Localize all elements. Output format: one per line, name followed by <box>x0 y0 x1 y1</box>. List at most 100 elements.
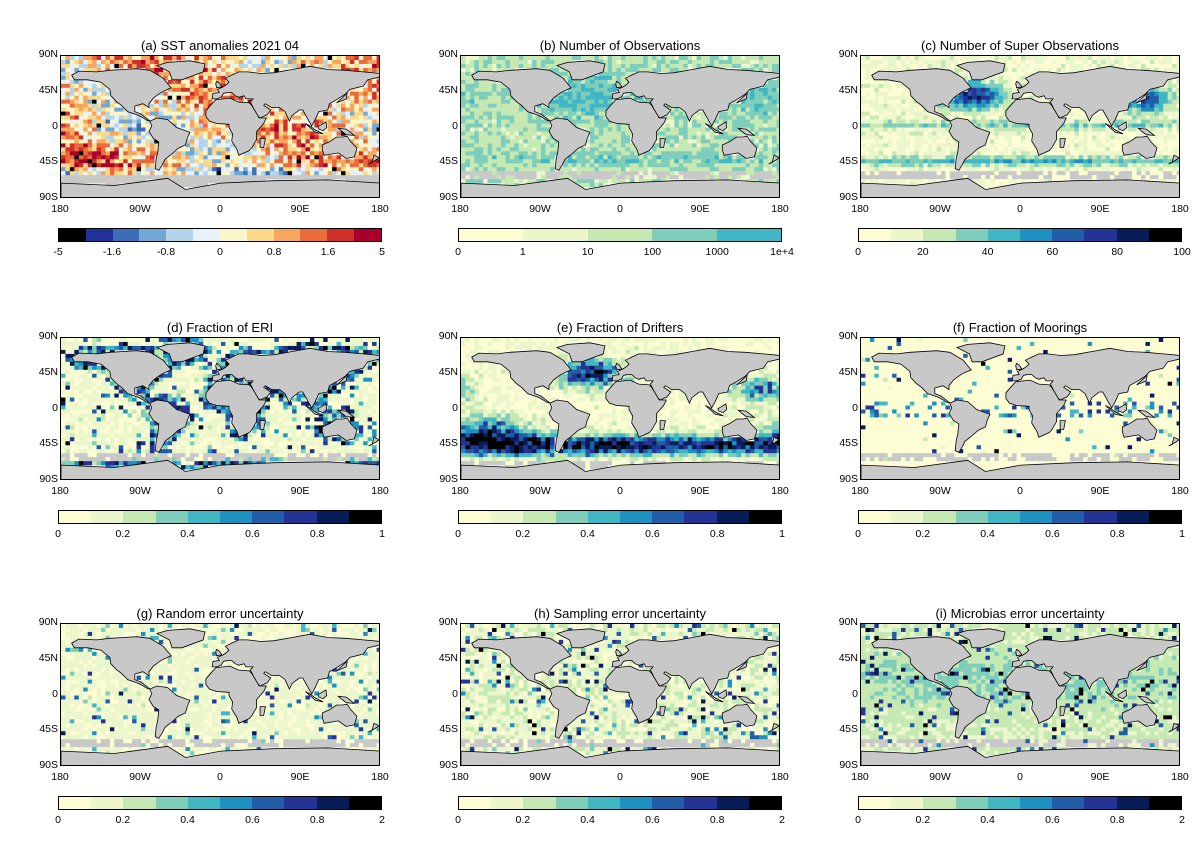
grid-cell <box>234 175 240 180</box>
grid-cell <box>998 143 1004 148</box>
grid-cell <box>869 75 875 81</box>
grid-cell <box>141 119 146 124</box>
grid-cell <box>905 59 911 65</box>
grid-cell <box>967 103 973 108</box>
latitude-tick-label: 45N <box>38 83 58 96</box>
grid-cell <box>496 171 502 176</box>
grid-cell <box>994 111 1000 116</box>
grid-cell <box>514 139 520 144</box>
grid-cell <box>305 119 311 124</box>
grid-cell <box>967 95 973 100</box>
grid-cell <box>758 159 764 164</box>
grid-cell <box>861 71 866 77</box>
colorbar-segment <box>59 229 86 241</box>
grid-cell <box>612 59 617 65</box>
grid-cell <box>594 127 600 132</box>
grid-cell <box>305 171 311 176</box>
grid-cell <box>998 83 1004 89</box>
grid-cell <box>194 91 200 97</box>
grid-cell <box>909 103 915 108</box>
grid-cell <box>861 151 866 156</box>
grid-cell <box>1007 83 1013 89</box>
grid-cell <box>74 131 80 136</box>
grid-cell <box>225 139 231 144</box>
grid-cell <box>758 87 764 93</box>
grid-cell <box>269 167 275 172</box>
grid-cell <box>772 99 777 104</box>
grid-cell <box>949 171 955 176</box>
grid-cell <box>336 163 342 168</box>
grid-cell <box>669 63 675 69</box>
grid-cell <box>461 71 466 77</box>
grid-cell <box>301 111 306 116</box>
grid-cell <box>1123 171 1128 176</box>
grid-cell <box>474 63 480 69</box>
grid-cell <box>194 83 200 89</box>
grid-cell <box>274 63 280 69</box>
grid-cell <box>301 147 306 152</box>
grid-cell <box>652 143 657 148</box>
grid-cell <box>367 99 373 104</box>
grid-cell <box>483 123 488 128</box>
grid-cell <box>465 67 471 73</box>
grid-cell <box>736 175 742 180</box>
grid-cell <box>65 171 71 176</box>
grid-cell <box>229 151 235 156</box>
grid-cell <box>878 79 884 85</box>
grid-cell <box>861 127 866 132</box>
grid-cell <box>963 171 968 176</box>
grid-cell <box>305 155 311 160</box>
grid-cell <box>109 167 115 172</box>
grid-cell <box>678 107 684 112</box>
grid-cell <box>1069 56 1075 61</box>
grid-cell <box>536 143 542 148</box>
grid-cell <box>274 67 280 73</box>
grid-cell <box>74 83 80 89</box>
grid-cell <box>194 159 200 164</box>
grid-cell <box>1083 135 1088 140</box>
grid-cell <box>687 139 693 144</box>
grid-cell <box>287 63 293 69</box>
grid-cell <box>376 147 379 152</box>
grid-cell <box>523 56 528 61</box>
grid-cell <box>74 135 80 140</box>
grid-cell <box>998 111 1004 116</box>
grid-cell <box>305 175 311 180</box>
grid-cell <box>163 175 168 180</box>
grid-cell <box>1101 59 1106 65</box>
grid-cell <box>763 139 768 144</box>
grid-cell <box>581 183 586 188</box>
grid-cell <box>198 59 204 65</box>
grid-cell <box>598 83 604 89</box>
grid-cell <box>1012 175 1017 180</box>
grid-cell <box>478 163 484 168</box>
grid-cell <box>941 171 946 176</box>
grid-cell <box>203 107 208 112</box>
grid-cell <box>767 103 773 108</box>
grid-cell <box>572 103 577 108</box>
grid-cell <box>589 179 595 184</box>
grid-cell <box>87 131 93 136</box>
grid-cell <box>496 151 502 156</box>
grid-cell <box>314 159 320 164</box>
grid-cell <box>532 115 537 120</box>
grid-cell <box>718 63 724 69</box>
grid-cell <box>1056 59 1062 65</box>
grid-cell <box>994 135 1000 140</box>
grid-cell <box>936 171 942 176</box>
grid-cell <box>496 99 502 104</box>
grid-cell <box>296 111 302 116</box>
grid-cell <box>1074 175 1080 180</box>
grid-cell <box>732 175 737 180</box>
grid-cell <box>61 131 66 136</box>
grid-cell <box>136 171 142 176</box>
grid-cell <box>901 155 906 160</box>
grid-cell <box>212 127 217 132</box>
grid-cell <box>283 175 288 180</box>
grid-cell <box>221 79 226 85</box>
landmass <box>548 117 591 171</box>
grid-cell <box>261 67 266 73</box>
grid-cell <box>1021 56 1026 61</box>
grid-cell <box>376 175 379 180</box>
grid-cell <box>256 143 262 148</box>
